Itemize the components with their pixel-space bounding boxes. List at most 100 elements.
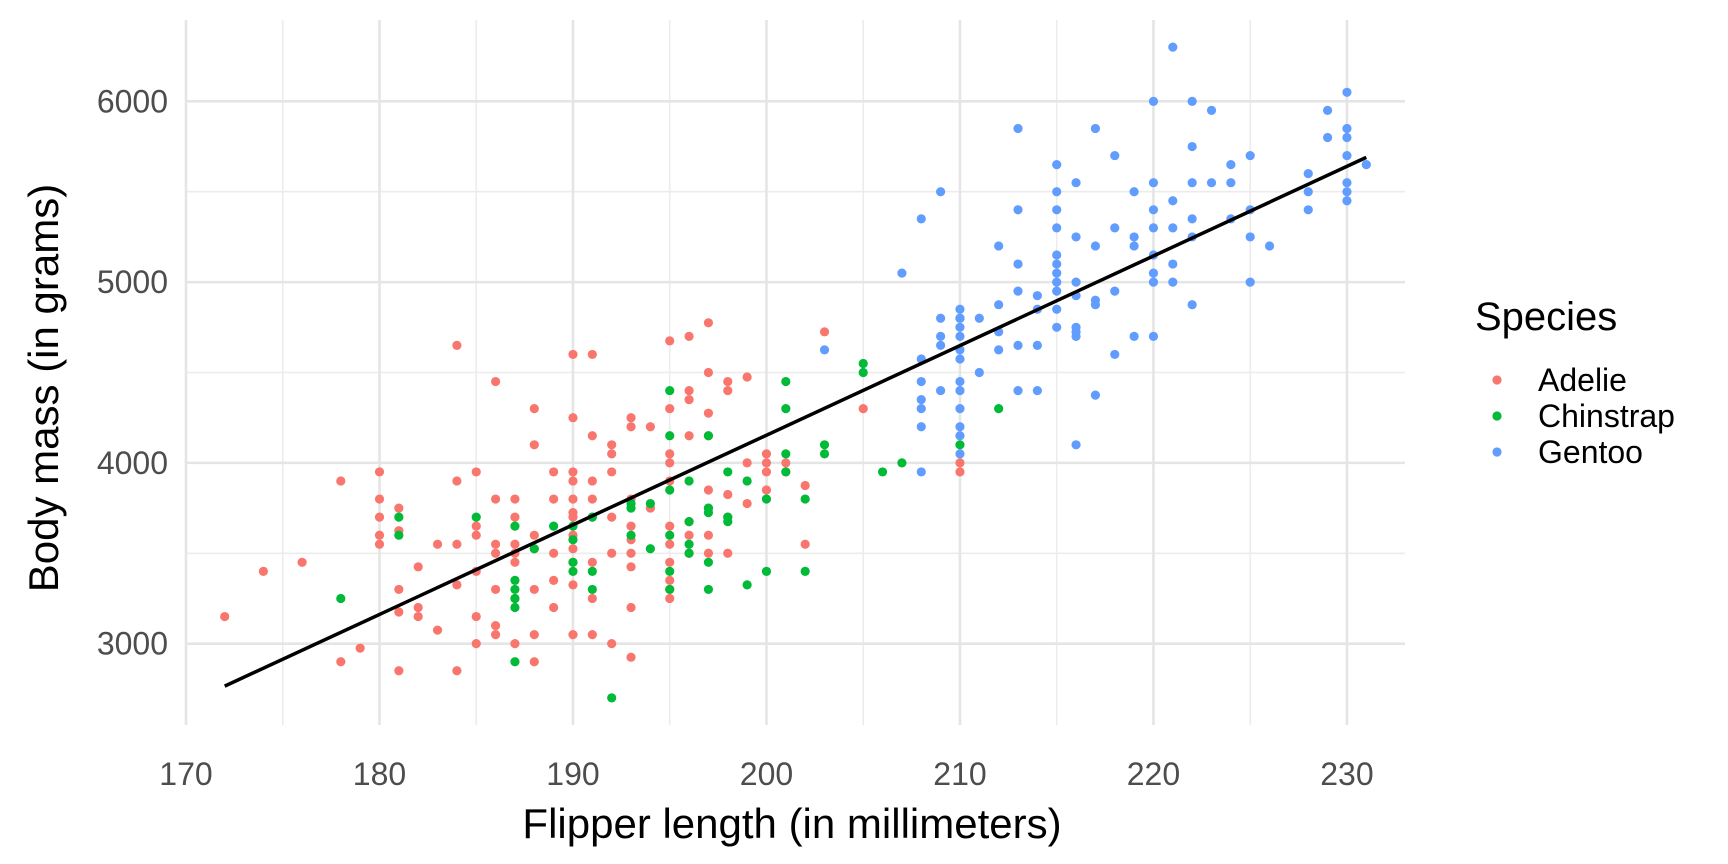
point-chinstrap	[723, 467, 733, 477]
point-gentoo	[916, 376, 926, 387]
point-adelie	[723, 489, 733, 500]
point-adelie	[587, 593, 597, 604]
point-adelie	[568, 349, 578, 360]
point-chinstrap	[645, 498, 655, 509]
point-chinstrap	[703, 431, 714, 441]
point-gentoo	[1168, 42, 1178, 52]
y-axis-title: Body mass (in grams)	[20, 184, 67, 592]
point-chinstrap	[510, 602, 520, 613]
point-adelie	[587, 630, 597, 640]
point-adelie	[626, 548, 636, 558]
point-adelie	[665, 404, 675, 414]
point-adelie	[684, 431, 694, 441]
data-points	[220, 42, 1371, 703]
point-adelie	[955, 467, 965, 477]
point-gentoo	[955, 422, 965, 432]
point-adelie	[703, 530, 714, 540]
point-adelie	[742, 372, 752, 382]
point-adelie	[452, 580, 462, 590]
point-gentoo	[1168, 223, 1178, 233]
point-adelie	[549, 494, 559, 504]
point-gentoo	[955, 431, 965, 441]
y-tick-label: 4000	[97, 445, 168, 481]
point-gentoo	[1148, 223, 1159, 233]
point-gentoo	[1110, 349, 1120, 360]
point-adelie	[529, 440, 539, 450]
point-adelie	[413, 602, 423, 613]
point-chinstrap	[781, 449, 791, 459]
point-adelie	[703, 485, 714, 495]
point-adelie	[742, 458, 752, 468]
point-adelie	[587, 557, 597, 567]
point-gentoo	[936, 385, 946, 396]
point-gentoo	[955, 449, 965, 459]
point-adelie	[568, 630, 578, 640]
minor-gridlines	[186, 20, 1405, 725]
point-gentoo	[1129, 187, 1139, 197]
point-chinstrap	[549, 521, 559, 531]
point-adelie	[665, 539, 675, 549]
point-adelie	[703, 408, 714, 418]
point-adelie	[568, 476, 578, 486]
trend-line	[223, 155, 1368, 688]
point-adelie	[220, 611, 230, 622]
point-adelie	[336, 657, 346, 667]
y-tick-label: 3000	[97, 626, 168, 662]
point-chinstrap	[877, 467, 888, 477]
point-gentoo	[1303, 169, 1313, 179]
point-gentoo	[1342, 196, 1352, 206]
legend-key-chinstrap	[1492, 411, 1502, 421]
point-gentoo	[1032, 291, 1042, 301]
point-adelie	[723, 548, 733, 558]
point-chinstrap	[723, 512, 733, 522]
point-adelie	[568, 467, 578, 477]
point-adelie	[703, 318, 714, 328]
point-gentoo	[1245, 150, 1255, 161]
point-gentoo	[1361, 160, 1371, 170]
point-gentoo	[1071, 440, 1081, 450]
point-adelie	[413, 611, 423, 622]
point-chinstrap	[665, 530, 675, 540]
x-tick-label: 190	[546, 756, 599, 792]
point-adelie	[490, 539, 501, 549]
point-gentoo	[1148, 268, 1159, 278]
point-gentoo	[1148, 331, 1159, 341]
point-gentoo	[1129, 241, 1139, 251]
point-chinstrap	[994, 404, 1004, 414]
point-gentoo	[1187, 141, 1197, 152]
point-chinstrap	[781, 404, 791, 414]
point-adelie	[471, 467, 481, 477]
point-gentoo	[1187, 178, 1197, 188]
point-adelie	[529, 530, 539, 540]
point-adelie	[452, 476, 462, 486]
point-adelie	[490, 620, 501, 631]
point-gentoo	[1303, 187, 1313, 197]
point-gentoo	[1264, 241, 1275, 251]
point-gentoo	[1032, 340, 1042, 350]
point-adelie	[858, 404, 868, 414]
point-adelie	[510, 639, 520, 649]
point-adelie	[490, 548, 501, 558]
point-gentoo	[1052, 286, 1062, 296]
point-chinstrap	[800, 494, 810, 504]
point-gentoo	[1090, 295, 1101, 305]
point-gentoo	[1129, 232, 1139, 242]
legend-label-chinstrap: Chinstrap	[1538, 398, 1675, 434]
point-gentoo	[936, 313, 946, 323]
point-adelie	[529, 584, 539, 595]
point-chinstrap	[858, 367, 868, 378]
point-gentoo	[1090, 241, 1101, 251]
point-gentoo	[1342, 187, 1352, 197]
legend-label-adelie: Adelie	[1538, 362, 1627, 398]
point-gentoo	[916, 467, 926, 477]
point-adelie	[374, 494, 385, 504]
point-adelie	[394, 666, 404, 676]
point-adelie	[587, 431, 597, 441]
point-adelie	[452, 666, 462, 676]
point-chinstrap	[819, 440, 830, 450]
point-chinstrap	[761, 566, 772, 576]
point-adelie	[607, 467, 617, 477]
point-gentoo	[1342, 87, 1352, 97]
point-adelie	[781, 458, 791, 468]
